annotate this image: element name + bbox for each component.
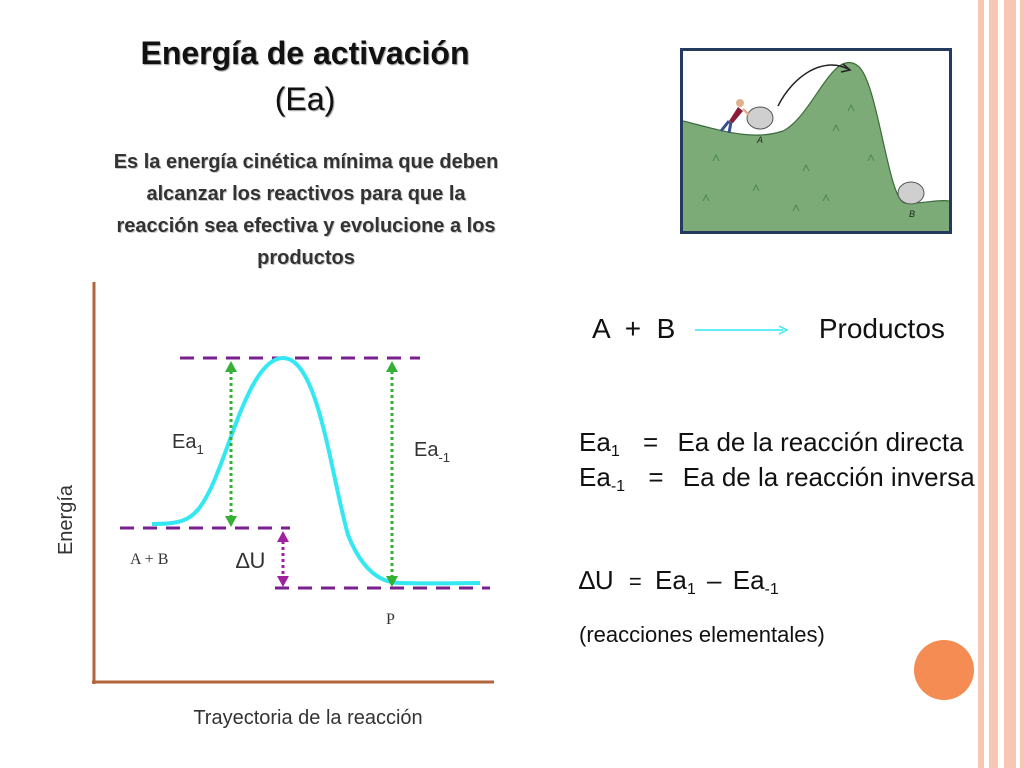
products-label: P	[386, 611, 395, 628]
boulder-b-icon	[897, 181, 925, 205]
ea-reverse-equals: =	[648, 462, 664, 492]
reactants-text: A + B	[592, 313, 676, 344]
trajectory-arrow-icon	[777, 64, 849, 107]
decor-stripe-4	[1020, 0, 1024, 768]
ea-forward-text: Ea de la reacción directa	[677, 427, 964, 457]
hill-shape	[683, 62, 949, 231]
formula-lhs: ∆U	[579, 565, 614, 595]
person-pushing-icon	[719, 99, 750, 134]
hill-drawing: A B	[683, 51, 949, 231]
note-text: (reacciones elementales)	[579, 622, 825, 647]
delta-u-arrowhead-up	[277, 531, 289, 542]
ea1-label: Ea1	[172, 431, 204, 457]
delta-u-label: ∆U	[236, 548, 265, 573]
ea-reverse-definition: Ea-1 = Ea de la reacción inversa	[579, 462, 975, 495]
decor-circle	[914, 640, 974, 700]
delta-u-arrowhead-down	[277, 576, 289, 587]
products-text: Productos	[818, 313, 945, 344]
arrowhead-icon	[840, 63, 852, 73]
decor-stripe-2	[989, 0, 998, 768]
ea1-arrowhead-down	[225, 516, 237, 527]
reaction-equation: A + B Productos	[592, 313, 945, 345]
grass-marks	[702, 103, 875, 212]
formula-term1-subscript: 1	[686, 580, 696, 598]
ea-forward-symbol: Ea	[579, 427, 611, 457]
reactants-label: A + B	[130, 551, 168, 568]
formula-minus: –	[707, 565, 722, 595]
boulder-hill-illustration: A B	[680, 48, 952, 234]
y-axis-label: Energía	[55, 484, 77, 555]
formula-term2: Ea	[732, 565, 765, 595]
ea-forward-subscript: 1	[610, 442, 620, 460]
ea-reverse-subscript: -1	[610, 477, 626, 495]
decor-stripe-3	[1004, 0, 1016, 768]
ea-reverse-text: Ea de la reacción inversa	[682, 462, 975, 492]
x-axis-label: Trayectoria de la reacción	[193, 707, 422, 729]
ea-reverse-arrowhead-down	[386, 576, 398, 587]
energy-curve	[151, 355, 481, 586]
boulder-a-icon	[746, 106, 774, 130]
slide-title: Energía de activación	[140, 35, 470, 71]
ea-reverse-label: Ea-1	[414, 439, 450, 465]
ea-forward-definition: Ea1 = Ea de la reacción directa	[579, 427, 964, 460]
delta-u-formula: ∆U = Ea1 – Ea-1	[579, 565, 779, 598]
boulder-b-label: B	[909, 209, 915, 219]
slide-subtitle: (Ea)	[274, 81, 336, 117]
formula-term1: Ea	[655, 565, 687, 595]
definition-text: Es la energía cinética mínima que deben …	[113, 151, 499, 269]
formula-equals: =	[628, 569, 642, 594]
ea-reverse-symbol: Ea	[579, 462, 611, 492]
formula-term2-subscript: -1	[764, 580, 779, 598]
reaction-arrow-icon	[695, 325, 789, 335]
energy-diagram: Energía Trayectoria de la reacción Ea1 E…	[55, 282, 494, 729]
ea-reverse-arrowhead-up	[386, 361, 398, 372]
boulder-a-label: A	[756, 135, 763, 145]
ea-forward-equals: =	[643, 427, 659, 457]
ea1-arrowhead-up	[225, 361, 237, 372]
decor-stripe-1	[978, 0, 984, 768]
